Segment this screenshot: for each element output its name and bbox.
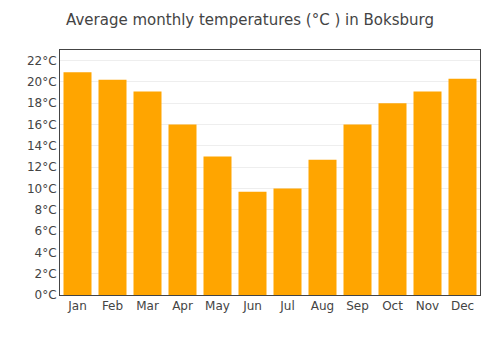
svg-text:4°C: 4°C <box>35 246 57 260</box>
svg-text:Nov: Nov <box>416 299 439 313</box>
svg-text:6°C: 6°C <box>35 224 57 238</box>
svg-text:Jun: Jun <box>242 299 262 313</box>
svg-text:8°C: 8°C <box>35 203 57 217</box>
svg-text:20°C: 20°C <box>27 75 57 89</box>
svg-text:10°C: 10°C <box>27 182 57 196</box>
svg-text:Sep: Sep <box>346 299 369 313</box>
svg-text:May: May <box>205 299 230 313</box>
svg-text:Mar: Mar <box>136 299 159 313</box>
svg-text:18°C: 18°C <box>27 96 57 110</box>
svg-text:16°C: 16°C <box>27 118 57 132</box>
svg-text:Dec: Dec <box>451 299 474 313</box>
svg-text:Apr: Apr <box>172 299 193 313</box>
svg-text:Average monthly temperatures (: Average monthly temperatures (°C ) in Bo… <box>66 11 434 29</box>
svg-text:Aug: Aug <box>311 299 334 313</box>
svg-text:2°C: 2°C <box>35 267 57 281</box>
svg-text:14°C: 14°C <box>27 139 57 153</box>
svg-text:Jul: Jul <box>279 299 294 313</box>
svg-text:0°C: 0°C <box>35 288 57 302</box>
svg-text:12°C: 12°C <box>27 160 57 174</box>
svg-text:22°C: 22°C <box>27 54 57 68</box>
svg-text:Jan: Jan <box>67 299 87 313</box>
svg-text:Feb: Feb <box>102 299 123 313</box>
svg-text:Oct: Oct <box>382 299 403 313</box>
